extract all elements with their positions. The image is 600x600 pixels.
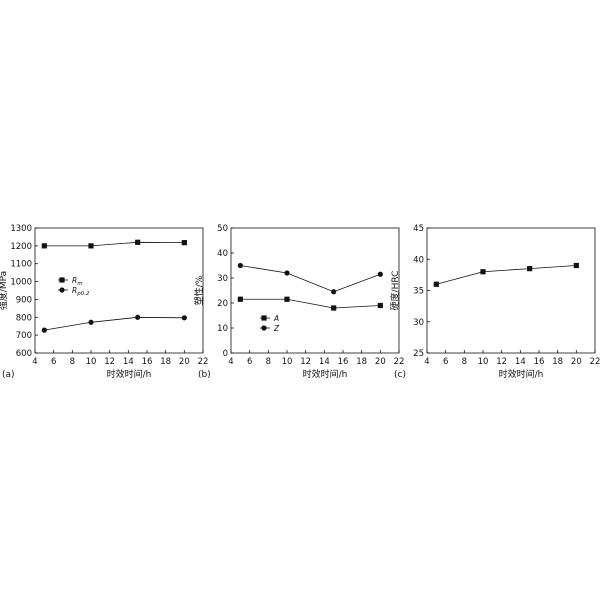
x-tick-label: 14 bbox=[123, 357, 134, 367]
y-tick-label: 1000 bbox=[10, 278, 32, 288]
y-axis-label: 塑性/% bbox=[193, 275, 205, 305]
legend-marker bbox=[59, 277, 65, 283]
legend-label: Rm bbox=[72, 276, 83, 287]
x-tick-label: 22 bbox=[198, 357, 209, 367]
data-point bbox=[284, 270, 290, 276]
x-tick-label: 22 bbox=[590, 357, 600, 367]
x-tick-label: 12 bbox=[496, 357, 507, 367]
data-point bbox=[237, 296, 243, 302]
panel-label: (a) bbox=[2, 370, 15, 380]
x-tick-label: 18 bbox=[160, 357, 171, 367]
x-tick-label: 10 bbox=[478, 357, 489, 367]
x-tick-label: 6 bbox=[247, 357, 252, 367]
panel-label: (c) bbox=[394, 370, 406, 380]
y-axis-label: 强度/MPa bbox=[0, 271, 9, 310]
x-tick-label: 8 bbox=[266, 357, 271, 367]
y-tick-label: 700 bbox=[16, 331, 32, 341]
x-tick-label: 6 bbox=[51, 357, 56, 367]
legend-label: Z bbox=[273, 324, 280, 333]
y-tick-label: 50 bbox=[217, 224, 228, 234]
plot-frame bbox=[34, 227, 204, 354]
y-tick-label: 30 bbox=[413, 318, 424, 328]
data-point bbox=[377, 271, 383, 277]
x-tick-label: 10 bbox=[282, 357, 293, 367]
y-tick-label: 40 bbox=[413, 255, 424, 265]
legend-marker bbox=[261, 325, 267, 331]
x-tick-label: 6 bbox=[443, 357, 448, 367]
y-tick-label: 25 bbox=[413, 349, 424, 359]
legend-label: Rp0.2 bbox=[72, 286, 90, 297]
data-point bbox=[88, 319, 94, 325]
data-point bbox=[181, 315, 187, 321]
chart-panel-c: 4 6 8 10 12 14 16 18 20 22 25 30 35 40 45 时效时间/h 硬度/HRC (… bbox=[389, 224, 600, 380]
y-tick-label: 0 bbox=[223, 349, 228, 359]
data-point bbox=[573, 262, 579, 269]
x-tick-label: 4 bbox=[228, 357, 233, 367]
data-point bbox=[377, 302, 383, 309]
data-point bbox=[181, 240, 187, 246]
x-tick-label: 16 bbox=[534, 357, 545, 367]
legend-marker bbox=[261, 315, 267, 321]
series-line bbox=[436, 265, 577, 285]
y-tick-label: 1300 bbox=[10, 224, 32, 234]
plot-frame bbox=[230, 227, 400, 354]
x-tick-label: 20 bbox=[571, 357, 582, 367]
legend-marker bbox=[59, 287, 65, 293]
series-line bbox=[44, 316, 185, 331]
x-tick-label: 12 bbox=[300, 357, 311, 367]
y-tick-label: 35 bbox=[413, 287, 424, 297]
data-point bbox=[527, 266, 533, 272]
x-tick-label: 22 bbox=[394, 357, 405, 367]
data-point bbox=[331, 289, 337, 295]
y-axis-label: 硬度/HRC bbox=[389, 271, 401, 311]
x-tick-label: 20 bbox=[179, 357, 190, 367]
y-tick-label: 600 bbox=[16, 349, 32, 359]
y-tick-label: 1100 bbox=[10, 260, 32, 270]
x-axis-label: 时效时间/h bbox=[107, 368, 152, 380]
x-tick-label: 14 bbox=[319, 357, 330, 367]
data-point bbox=[433, 281, 439, 287]
x-tick-label: 4 bbox=[32, 357, 37, 367]
x-axis-label: 时效时间/h bbox=[499, 368, 544, 380]
x-tick-label: 12 bbox=[104, 357, 115, 367]
x-tick-label: 14 bbox=[515, 357, 526, 367]
x-tick-label: 20 bbox=[375, 357, 386, 367]
x-tick-label: 10 bbox=[86, 357, 97, 367]
y-tick-label: 40 bbox=[217, 249, 228, 259]
data-point bbox=[135, 239, 141, 245]
x-tick-label: 8 bbox=[462, 357, 467, 367]
y-tick-label: 900 bbox=[16, 295, 32, 305]
data-point bbox=[41, 327, 47, 333]
panel-label: (b) bbox=[198, 370, 211, 380]
series-line bbox=[44, 241, 185, 247]
data-point bbox=[88, 243, 94, 249]
legend-label: A bbox=[273, 314, 279, 323]
x-tick-label: 18 bbox=[552, 357, 563, 367]
data-point bbox=[237, 262, 243, 269]
data-point bbox=[135, 314, 141, 320]
plot-frame bbox=[426, 227, 596, 354]
x-tick-label: 4 bbox=[424, 357, 429, 367]
y-tick-label: 20 bbox=[217, 299, 228, 309]
x-tick-label: 16 bbox=[142, 357, 153, 367]
data-point bbox=[331, 305, 337, 311]
y-tick-label: 800 bbox=[16, 313, 32, 323]
series-line bbox=[240, 298, 381, 309]
y-tick-label: 45 bbox=[413, 224, 424, 234]
y-tick-label: 30 bbox=[217, 274, 228, 284]
x-axis-label: 时效时间/h bbox=[303, 368, 348, 380]
chart-panel-a: 4 6 8 10 12 14 16 18 20 22 600 700 800 900 1000 1100 120… bbox=[0, 224, 208, 380]
chart-panel-b: 4 6 8 10 12 14 16 18 20 22 0 10 20 30 40 50 时效时间/h 塑性/% (b… bbox=[193, 224, 404, 380]
series-line bbox=[240, 265, 381, 293]
x-tick-label: 8 bbox=[70, 357, 75, 367]
x-tick-label: 18 bbox=[356, 357, 367, 367]
x-tick-label: 16 bbox=[338, 357, 349, 367]
data-point bbox=[284, 296, 290, 302]
y-tick-label: 1200 bbox=[10, 242, 32, 252]
data-point bbox=[41, 243, 47, 249]
data-point bbox=[480, 269, 486, 275]
y-tick-label: 10 bbox=[217, 324, 228, 334]
